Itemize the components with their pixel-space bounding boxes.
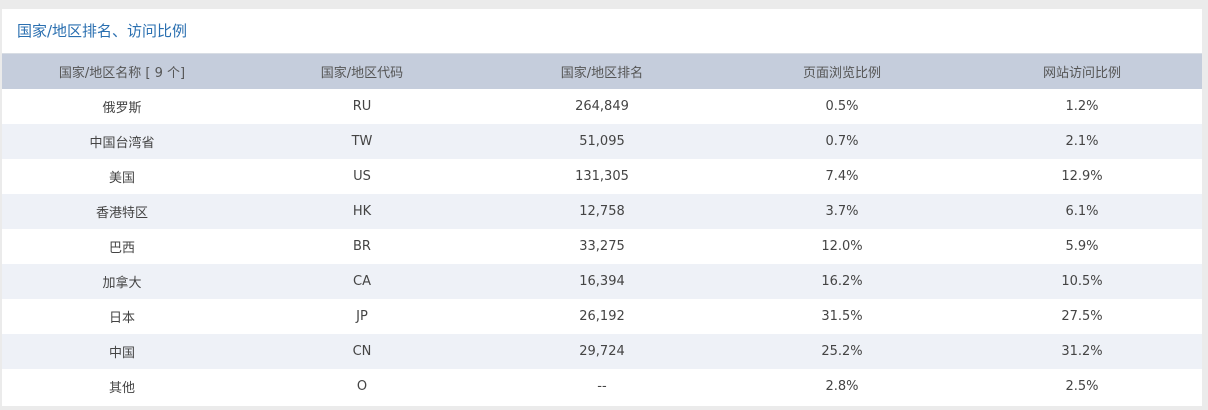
cell-pageview-ratio: 0.7% (722, 124, 962, 159)
header-country-name[interactable]: 国家/地区名称 [ 9 个] (2, 54, 242, 89)
cell-country-name: 俄罗斯 (2, 89, 242, 124)
cell-country-name: 巴西 (2, 229, 242, 264)
cell-pageview-ratio: 7.4% (722, 159, 962, 194)
cell-country-rank: 33,275 (482, 229, 722, 264)
cell-pageview-ratio: 25.2% (722, 334, 962, 369)
cell-country-rank: -- (482, 369, 722, 404)
cell-country-name: 美国 (2, 159, 242, 194)
cell-country-code: US (242, 159, 482, 194)
cell-pageview-ratio: 2.8% (722, 369, 962, 404)
table-row: 加拿大 CA 16,394 16.2% 10.5% (2, 264, 1202, 299)
cell-country-name: 其他 (2, 369, 242, 404)
cell-country-rank: 26,192 (482, 299, 722, 334)
cell-visit-ratio: 31.2% (962, 334, 1202, 369)
cell-country-rank: 12,758 (482, 194, 722, 229)
cell-pageview-ratio: 31.5% (722, 299, 962, 334)
table-row: 美国 US 131,305 7.4% 12.9% (2, 159, 1202, 194)
cell-visit-ratio: 27.5% (962, 299, 1202, 334)
table-row: 巴西 BR 33,275 12.0% 5.9% (2, 229, 1202, 264)
cell-pageview-ratio: 3.7% (722, 194, 962, 229)
cell-visit-ratio: 12.9% (962, 159, 1202, 194)
cell-visit-ratio: 1.2% (962, 89, 1202, 124)
table-row: 香港特区 HK 12,758 3.7% 6.1% (2, 194, 1202, 229)
panel-title: 国家/地区排名、访问比例 (2, 9, 1202, 54)
country-ranking-table: 国家/地区名称 [ 9 个] 国家/地区代码 国家/地区排名 页面浏览比例 网站… (2, 54, 1202, 404)
cell-country-rank: 29,724 (482, 334, 722, 369)
cell-country-code: TW (242, 124, 482, 159)
cell-country-name: 中国台湾省 (2, 124, 242, 159)
cell-country-code: BR (242, 229, 482, 264)
cell-pageview-ratio: 0.5% (722, 89, 962, 124)
header-country-rank[interactable]: 国家/地区排名 (482, 54, 722, 89)
header-visit-ratio[interactable]: 网站访问比例 (962, 54, 1202, 89)
table-row: 中国 CN 29,724 25.2% 31.2% (2, 334, 1202, 369)
cell-visit-ratio: 6.1% (962, 194, 1202, 229)
table-row: 其他 O -- 2.8% 2.5% (2, 369, 1202, 404)
cell-country-rank: 16,394 (482, 264, 722, 299)
cell-country-rank: 51,095 (482, 124, 722, 159)
cell-country-rank: 131,305 (482, 159, 722, 194)
cell-visit-ratio: 10.5% (962, 264, 1202, 299)
table-header-row: 国家/地区名称 [ 9 个] 国家/地区代码 国家/地区排名 页面浏览比例 网站… (2, 54, 1202, 89)
cell-country-name: 中国 (2, 334, 242, 369)
table-row: 中国台湾省 TW 51,095 0.7% 2.1% (2, 124, 1202, 159)
country-ranking-panel: 国家/地区排名、访问比例 国家/地区名称 [ 9 个] 国家/地区代码 国家/地… (2, 9, 1202, 406)
cell-pageview-ratio: 16.2% (722, 264, 962, 299)
cell-visit-ratio: 5.9% (962, 229, 1202, 264)
cell-visit-ratio: 2.1% (962, 124, 1202, 159)
cell-country-code: O (242, 369, 482, 404)
cell-country-code: JP (242, 299, 482, 334)
header-country-code[interactable]: 国家/地区代码 (242, 54, 482, 89)
table-row: 俄罗斯 RU 264,849 0.5% 1.2% (2, 89, 1202, 124)
cell-country-code: CN (242, 334, 482, 369)
cell-pageview-ratio: 12.0% (722, 229, 962, 264)
cell-country-rank: 264,849 (482, 89, 722, 124)
cell-visit-ratio: 2.5% (962, 369, 1202, 404)
header-pageview-ratio[interactable]: 页面浏览比例 (722, 54, 962, 89)
cell-country-name: 加拿大 (2, 264, 242, 299)
cell-country-code: CA (242, 264, 482, 299)
cell-country-code: HK (242, 194, 482, 229)
cell-country-name: 日本 (2, 299, 242, 334)
cell-country-name: 香港特区 (2, 194, 242, 229)
table-row: 日本 JP 26,192 31.5% 27.5% (2, 299, 1202, 334)
cell-country-code: RU (242, 89, 482, 124)
